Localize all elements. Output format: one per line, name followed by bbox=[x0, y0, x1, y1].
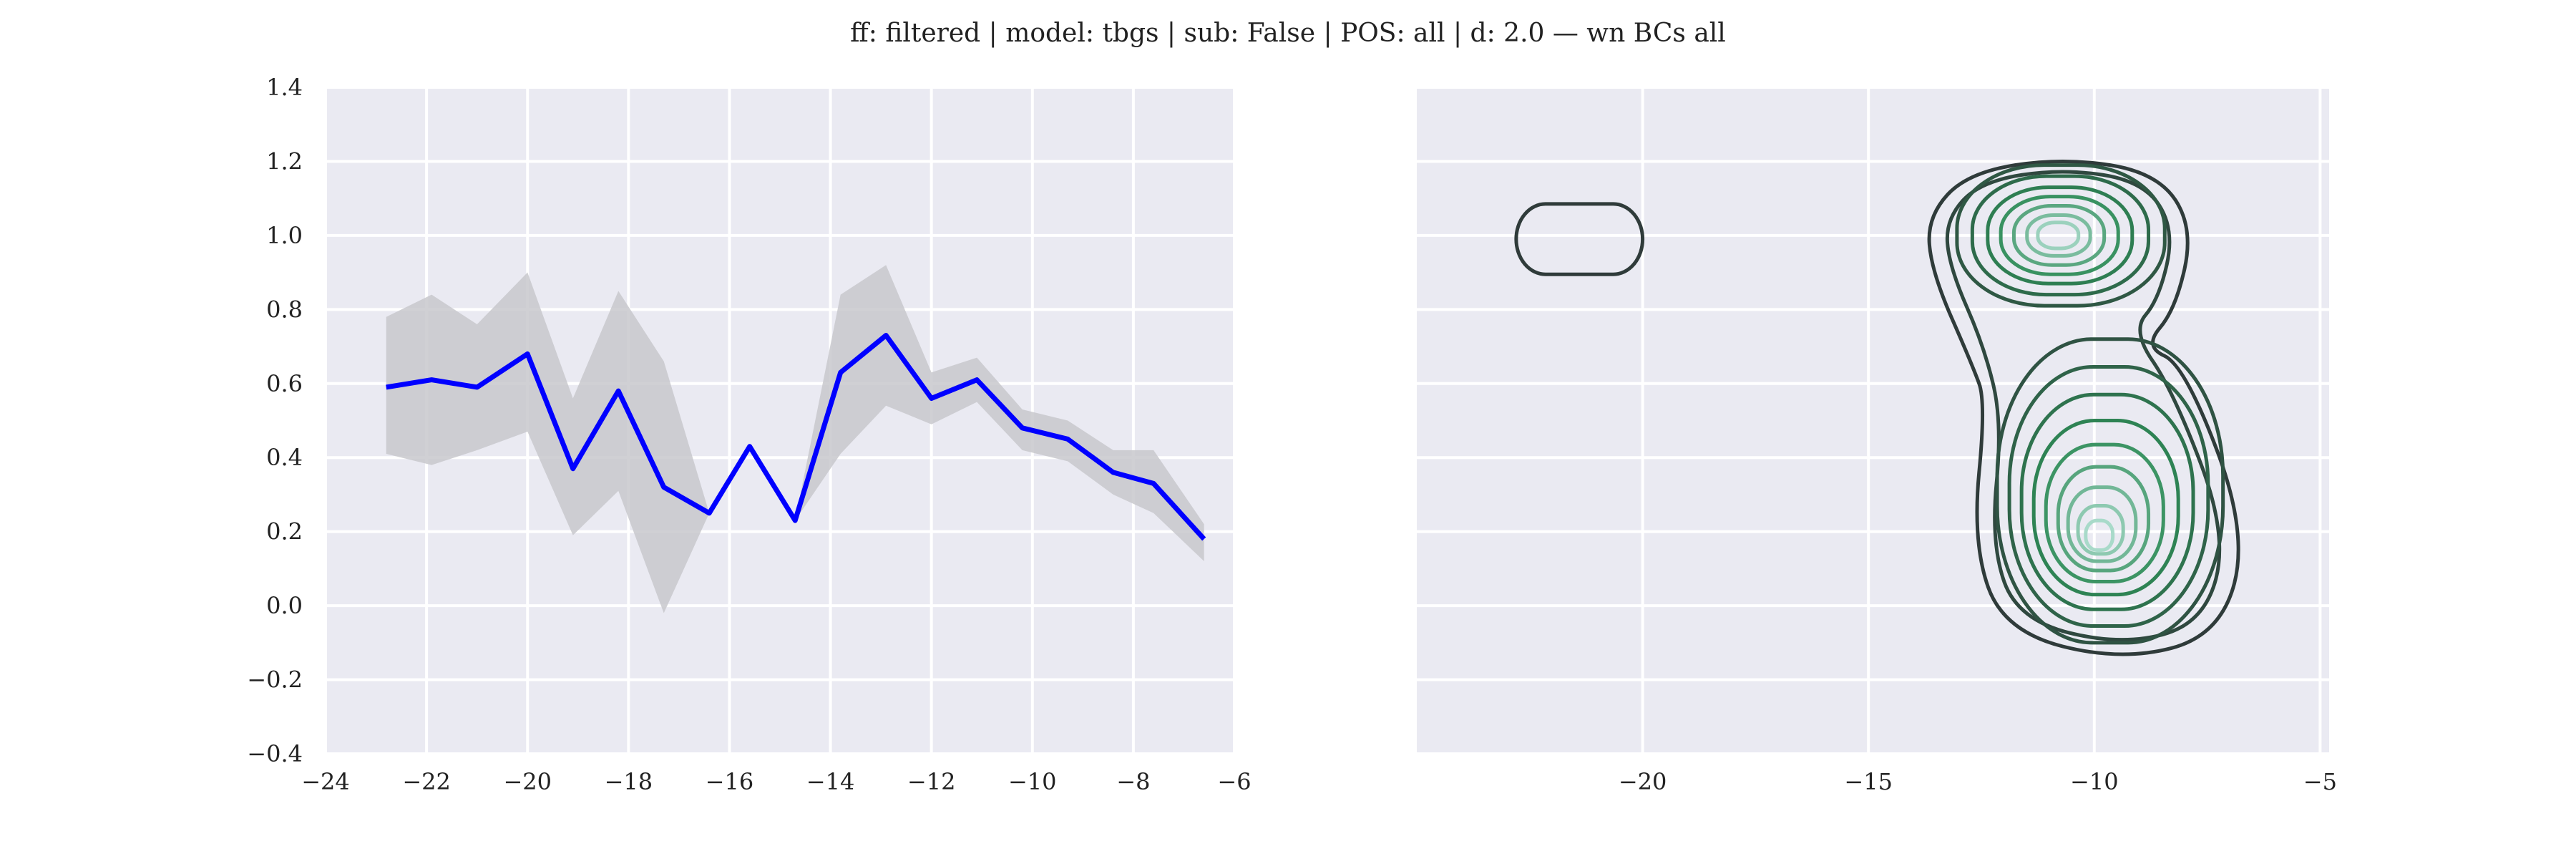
contour-chart-x-tick-labels: −20 −15 −10 −5 bbox=[1619, 768, 2337, 795]
line-chart-gridlines bbox=[324, 86, 1236, 755]
x-tick-label: −15 bbox=[1844, 768, 1893, 795]
contour-line bbox=[1955, 163, 2167, 308]
contour-line bbox=[2044, 442, 2165, 583]
contour-line bbox=[2036, 220, 2081, 251]
contour-line bbox=[1986, 185, 2135, 286]
contour-line bbox=[2056, 465, 2151, 573]
x-tick-label: −20 bbox=[503, 768, 552, 795]
contour-chart-panel: −20 −15 −10 −5 bbox=[1417, 86, 2337, 795]
y-tick-label: 1.4 bbox=[266, 74, 303, 101]
y-tick-label: 0.6 bbox=[266, 370, 303, 397]
x-tick-label: −12 bbox=[907, 768, 956, 795]
density-contours bbox=[1514, 159, 2240, 656]
line-chart-x-tick-labels: −24 −22 −20 −18 −16 −14 −12 −10 −8 −6 bbox=[301, 768, 1251, 795]
x-tick-label: −6 bbox=[1217, 768, 1251, 795]
line-chart-panel: −24 −22 −20 −18 −16 −14 −12 −10 −8 −6 −0.4 −0.2 0.0… bbox=[247, 74, 1251, 795]
contour-line bbox=[2007, 365, 2210, 629]
contour-line bbox=[2011, 204, 2107, 267]
x-tick-label: −8 bbox=[1116, 768, 1150, 795]
y-tick-label: 0.8 bbox=[266, 296, 303, 323]
contour-line bbox=[2025, 213, 2092, 258]
contour-chart-plot-area bbox=[1417, 87, 2329, 754]
contour-line bbox=[2066, 485, 2138, 563]
contour-line bbox=[1927, 159, 2240, 656]
x-tick-label: −24 bbox=[301, 768, 350, 795]
x-tick-label: −14 bbox=[806, 768, 855, 795]
y-tick-label: 0.4 bbox=[266, 444, 303, 471]
confidence-band bbox=[386, 265, 1204, 613]
y-tick-label: 1.2 bbox=[266, 147, 303, 175]
contour-line bbox=[2019, 392, 2195, 611]
x-tick-label: −10 bbox=[1008, 768, 1057, 795]
y-tick-label: 0.2 bbox=[266, 518, 303, 545]
contour-line bbox=[2031, 419, 2180, 597]
contour-line bbox=[2084, 518, 2115, 553]
contour-line bbox=[1995, 337, 2225, 645]
contour-line bbox=[2076, 503, 2125, 556]
x-tick-label: −20 bbox=[1619, 768, 1667, 795]
x-tick-label: −16 bbox=[706, 768, 754, 795]
x-tick-label: −10 bbox=[2070, 768, 2119, 795]
line-chart-y-tick-labels: −0.4 −0.2 0.0 0.2 0.4 0.6 0.8 1.0 1.2 1.4 bbox=[247, 74, 303, 767]
contour-line bbox=[1970, 174, 2151, 297]
x-tick-label: −22 bbox=[402, 768, 451, 795]
series-line bbox=[386, 333, 1206, 541]
x-tick-label: −5 bbox=[2303, 768, 2337, 795]
figure-title: ff: filtered | model: tbgs | sub: False … bbox=[850, 19, 1726, 48]
contour-line bbox=[1514, 202, 1645, 276]
y-tick-label: −0.2 bbox=[247, 666, 303, 694]
y-tick-label: 1.0 bbox=[266, 222, 303, 249]
y-tick-label: 0.0 bbox=[266, 592, 303, 619]
x-tick-label: −18 bbox=[605, 768, 653, 795]
contour-line bbox=[1999, 195, 2120, 276]
y-tick-label: −0.4 bbox=[247, 740, 303, 767]
